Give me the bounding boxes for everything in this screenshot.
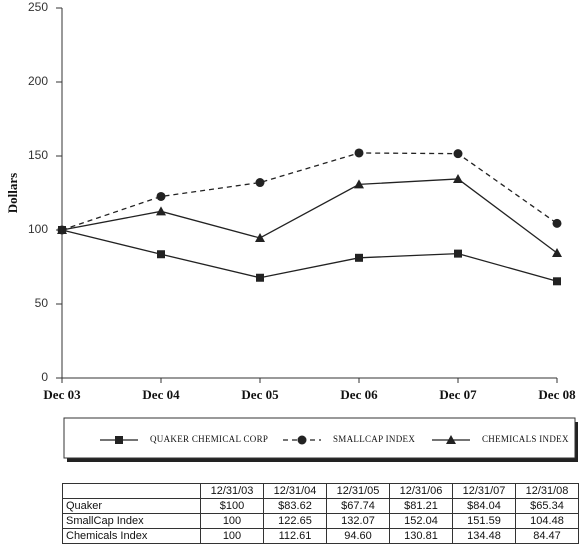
- table-cell: $81.21: [389, 498, 453, 514]
- marker: [552, 218, 562, 228]
- chart: Dollars 0 50 100 150 200 250 Dec 03 Dec 04 Dec 0…: [5, 0, 578, 462]
- table-cell: 134.48: [452, 528, 516, 544]
- table-cell: 12/31/08: [515, 483, 579, 499]
- table-cell: 132.07: [326, 513, 390, 529]
- x-tick-label: Dec 07: [439, 387, 477, 402]
- table-row: Quaker $100 $83.62 $67.74 $81.21 $84.04 $65.34: [62, 498, 579, 514]
- marker: [354, 148, 364, 158]
- table-cell: 94.60: [326, 528, 390, 544]
- table-cell: 100: [200, 528, 264, 544]
- marker: [553, 277, 561, 286]
- marker: [454, 249, 462, 258]
- table-cell: 12/31/05: [326, 483, 390, 499]
- table-cell: 112.61: [263, 528, 327, 544]
- x-tick-label: Dec 05: [241, 387, 279, 402]
- marker: [57, 225, 67, 234]
- marker: [354, 179, 364, 189]
- table-cell: 152.04: [389, 513, 453, 529]
- marker: [256, 273, 264, 282]
- x-tick-label: Dec 06: [340, 387, 378, 402]
- data-table: 12/31/03 12/31/04 12/31/05 12/31/06 12/31/07…: [62, 483, 579, 544]
- table-cell: 151.59: [452, 513, 516, 529]
- table-cell: $84.04: [452, 498, 516, 514]
- y-tick-label: 150: [28, 148, 48, 162]
- table-cell: 12/31/07: [452, 483, 516, 499]
- marker: [255, 232, 265, 242]
- table-corner: [62, 483, 201, 499]
- table-cell: Quaker: [62, 498, 201, 514]
- legend-marker: [446, 435, 456, 444]
- table-row: Chemicals Index 100 112.61 94.60 130.81 134.4…: [62, 528, 579, 544]
- legend-marker: [297, 435, 307, 445]
- y-tick-label: 250: [28, 0, 48, 14]
- table-cell: 104.48: [515, 513, 579, 529]
- series-line: [61, 178, 558, 254]
- y-tick-label: 200: [28, 74, 48, 88]
- series-line: [61, 229, 558, 282]
- y-tick-label: 50: [35, 296, 49, 310]
- marker: [355, 253, 363, 262]
- legend-label: SMALLCAP INDEX: [333, 434, 415, 444]
- table-cell: $100: [200, 498, 264, 514]
- table-cell: 12/31/04: [263, 483, 327, 499]
- marker: [552, 247, 562, 257]
- table-cell: 12/31/03: [200, 483, 264, 499]
- table-cell: 130.81: [389, 528, 453, 544]
- table-cell: 122.65: [263, 513, 327, 529]
- table-row: SmallCap Index 100 122.65 132.07 152.04 151.5…: [62, 513, 579, 529]
- table-cell: 100: [200, 513, 264, 529]
- x-tick-label: Dec 04: [142, 387, 180, 402]
- y-tick-label: 0: [41, 370, 48, 384]
- table-cell: Chemicals Index: [62, 528, 201, 544]
- legend: [63, 417, 576, 459]
- series-line: [61, 152, 558, 231]
- legend-marker: [115, 436, 123, 444]
- table-cell: SmallCap Index: [62, 513, 201, 529]
- legend-label: CHEMICALS INDEX: [482, 434, 569, 444]
- marker: [157, 250, 165, 259]
- marker: [156, 206, 166, 216]
- marker: [156, 191, 166, 201]
- table-cell: $83.62: [263, 498, 327, 514]
- marker: [255, 178, 265, 188]
- marker: [453, 173, 463, 183]
- x-tick-label: Dec 08: [538, 387, 576, 402]
- table-cell: $65.34: [515, 498, 579, 514]
- y-tick-label: 100: [28, 222, 48, 236]
- y-axis-label: Dollars: [5, 173, 20, 213]
- x-tick-label: Dec 03: [43, 387, 81, 402]
- table-cell: 84.47: [515, 528, 579, 544]
- legend-label: QUAKER CHEMICAL CORP: [150, 434, 268, 444]
- table-cell: 12/31/06: [389, 483, 453, 499]
- marker: [453, 149, 463, 159]
- table-cell: $67.74: [326, 498, 390, 514]
